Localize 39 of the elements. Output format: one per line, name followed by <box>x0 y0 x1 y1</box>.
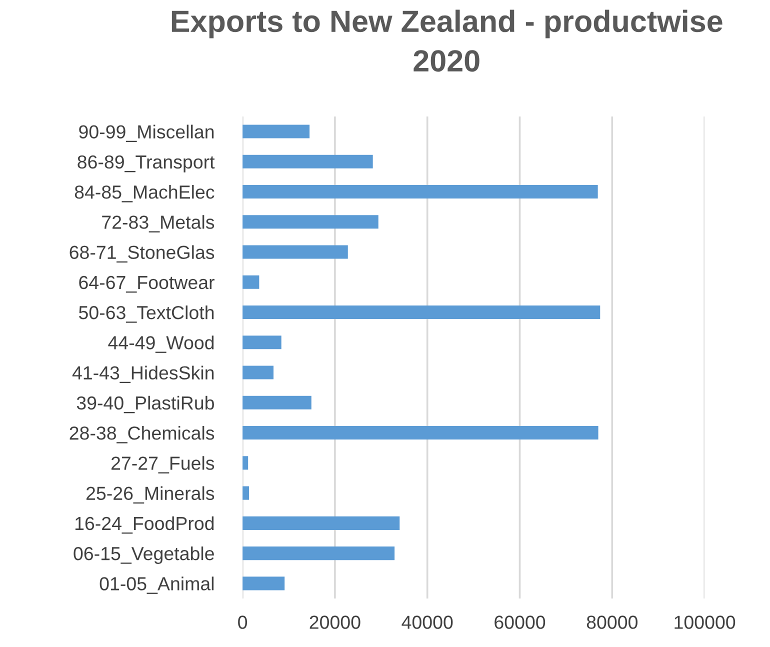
bar <box>242 154 373 168</box>
y-tick-label: 64-67_Footwear <box>79 276 214 293</box>
y-tick-label: 06-15_Vegetable <box>74 546 214 564</box>
bar <box>242 486 250 500</box>
bar <box>242 215 378 229</box>
y-tick-label: 86-89_Transport <box>78 155 215 172</box>
bar <box>242 124 310 138</box>
x-tick-label: 80000 <box>586 616 638 629</box>
bar <box>242 275 260 289</box>
bar <box>242 366 274 380</box>
y-tick-label: 39-40_PlastiRub <box>76 396 214 414</box>
y-tick-label: 25-26_Minerals <box>86 486 214 504</box>
y-tick-label: 68-71_StoneGlas <box>70 245 214 263</box>
x-tick-label: 60000 <box>494 616 546 629</box>
y-tick-label: 41-43_HidesSkin <box>72 366 214 384</box>
x-tick-label: 0 <box>238 616 248 629</box>
bar <box>242 546 395 560</box>
bar <box>242 306 600 320</box>
x-tick-label: 40000 <box>402 616 453 629</box>
bar <box>242 396 312 410</box>
y-tick-label: 28-38_Chemicals <box>70 426 214 444</box>
bar <box>242 516 400 530</box>
y-tick-label: 01-05_Animal <box>100 576 214 594</box>
y-tick-label: 90-99_Miscellan <box>79 124 214 142</box>
bar <box>242 184 598 199</box>
y-tick-label: 72-83_Metals <box>102 215 214 232</box>
y-tick-label: 84-85_MachElec <box>74 184 214 202</box>
bar <box>242 336 282 350</box>
x-tick-label: 20000 <box>310 616 360 629</box>
x-tick-label: 100000 <box>674 616 736 629</box>
y-tick-label: 16-24_FoodProd <box>75 516 214 534</box>
y-tick-label: 27-27_Fuels <box>111 456 214 474</box>
bar <box>242 456 248 470</box>
bar <box>242 245 348 259</box>
bar <box>242 576 285 590</box>
bar <box>242 426 598 440</box>
y-tick-label: 50-63_TextCloth <box>79 305 214 323</box>
y-tick-label: 44-49_Wood <box>108 336 214 353</box>
chart-title: Exports to New Zealand - productwise 2020 <box>172 10 722 72</box>
